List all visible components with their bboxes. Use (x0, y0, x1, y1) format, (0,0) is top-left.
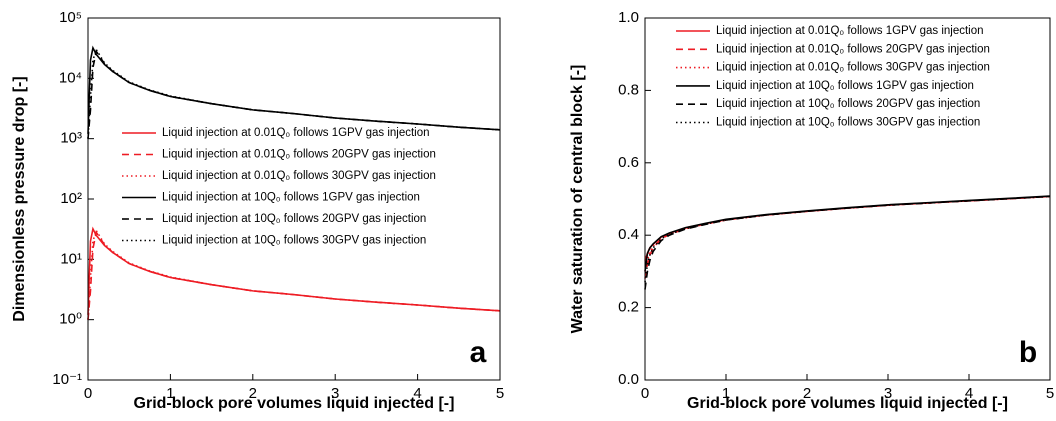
panel-label: a (470, 336, 487, 369)
x-tick-label: 4 (413, 385, 421, 402)
legend-label: Liquid injection at 0.01Q₀ follows 20GPV… (162, 149, 436, 161)
y-tick-label: 0.6 (618, 154, 639, 171)
chart: 0 1 2 3 4 5 0.0 0.2 0.4 0.6 0.8 1.0 Grid-block pore … (569, 9, 1054, 412)
legend-label: Liquid injection at 0.01Q₀ follows 1GPV … (162, 127, 430, 139)
legend-label: Liquid injection at 10Q₀ follows 1GPV ga… (162, 192, 420, 204)
series-line (87, 49, 501, 139)
y-tick-label: 0.2 (618, 299, 639, 316)
legend-label: Liquid injection at 0.01Q₀ follows 1GPV … (716, 25, 984, 37)
y-tick-label: 1.0 (618, 9, 639, 26)
series-line (644, 195, 1051, 290)
series-line (644, 195, 1051, 261)
x-tick-label: 2 (803, 385, 811, 402)
y-tick-label: 10⁰ (59, 311, 82, 328)
series-line (87, 47, 501, 139)
x-tick-label: 2 (249, 385, 257, 402)
legend-label: Liquid injection at 10Q₀ follows 20GPV g… (162, 213, 426, 225)
x-tick-label: 5 (496, 385, 504, 402)
legend-label: Liquid injection at 10Q₀ follows 20GPV g… (716, 98, 980, 110)
x-tick-label: 0 (641, 385, 649, 402)
legend-label: Liquid injection at 0.01Q₀ follows 20GPV… (716, 43, 990, 55)
y-axis-label: Water saturation of central block [-] (569, 65, 586, 334)
y-axis-label: Dimensionless pressure drop [-] (11, 76, 28, 321)
x-tick-label: 5 (1046, 385, 1054, 402)
legend-label: Liquid injection at 10Q₀ follows 30GPV g… (162, 235, 426, 247)
x-tick-label: 1 (166, 385, 174, 402)
panel-label: b (1019, 336, 1037, 369)
plot-frame (644, 17, 1051, 381)
y-tick-label: 10⁻¹ (52, 371, 82, 388)
x-tick-label: 3 (331, 385, 339, 402)
x-tick-label: 0 (84, 385, 92, 402)
y-tick-label: 0.4 (618, 226, 639, 243)
series-line (644, 195, 1051, 283)
x-tick-label: 3 (884, 385, 892, 402)
legend-label: Liquid injection at 10Q₀ follows 30GPV g… (716, 117, 980, 129)
y-tick-label: 10³ (60, 130, 82, 147)
y-tick-label: 0.0 (618, 371, 639, 388)
y-tick-label: 10² (60, 190, 82, 207)
legend-label: Liquid injection at 10Q₀ follows 1GPV ga… (716, 80, 974, 92)
x-tick-label: 4 (965, 385, 973, 402)
series-line (87, 228, 501, 320)
chart: 0 1 2 3 4 5 10⁻¹ 10⁰ 10¹ 10² 10³ 10⁴ 10⁵ Grid-block p… (11, 9, 504, 412)
y-tick-label: 10⁵ (59, 9, 82, 26)
plot-frame (87, 17, 501, 381)
y-tick-label: 10⁴ (59, 69, 82, 86)
legend-label: Liquid injection at 0.01Q₀ follows 30GPV… (716, 62, 990, 74)
x-tick-label: 1 (722, 385, 730, 402)
legend-label: Liquid injection at 0.01Q₀ follows 30GPV… (162, 170, 436, 182)
x-axis-label: Grid-block pore volumes liquid injected … (687, 395, 1008, 412)
y-tick-label: 0.8 (618, 81, 639, 98)
y-tick-label: 10¹ (60, 250, 82, 267)
x-axis-label: Grid-block pore volumes liquid injected … (134, 395, 455, 412)
